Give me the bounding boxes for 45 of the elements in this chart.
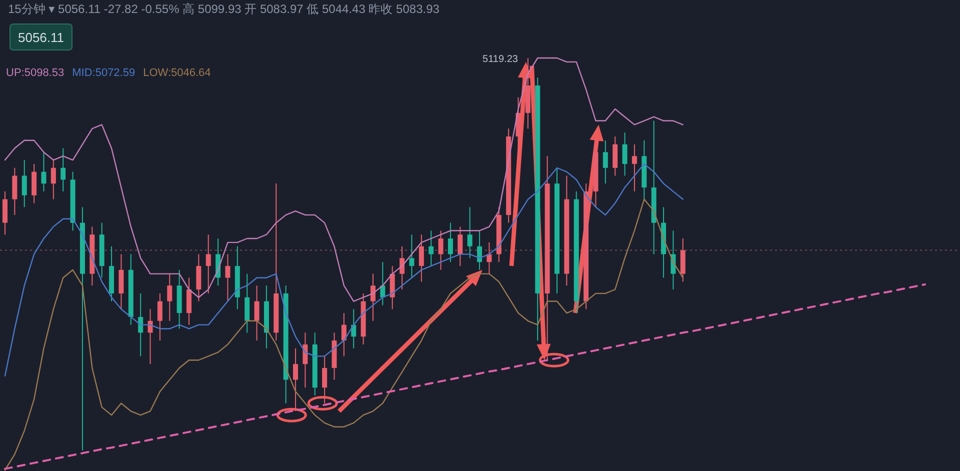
candlestick — [680, 238, 686, 282]
candlestick — [12, 167, 18, 216]
candlestick — [477, 230, 482, 270]
candlestick — [486, 242, 492, 274]
candlestick — [50, 160, 56, 200]
annotation: LOW:5046.64 — [143, 67, 211, 79]
candlestick — [418, 234, 424, 282]
candlestick — [60, 148, 66, 192]
candlestick — [22, 160, 27, 208]
candlestick — [467, 206, 472, 259]
candlestick — [118, 254, 124, 310]
chart-title: 15分钟 ▾ 5056.11 -27.82 -0.55% 高 5099.93 开 5083.97 低 5044.43 昨收 5083.93 — [8, 2, 440, 16]
candlestick — [2, 190, 8, 236]
candlestick — [293, 348, 298, 412]
annotation: MID:5072.59 — [72, 67, 136, 79]
candlestick — [438, 230, 444, 270]
candlestick — [167, 273, 172, 322]
candlestick — [370, 273, 376, 322]
candlestick — [206, 234, 211, 294]
candlestick — [622, 132, 628, 176]
candlestick — [458, 226, 463, 266]
candlestick — [244, 273, 250, 334]
candlestick — [322, 356, 328, 404]
candlestick — [157, 292, 162, 342]
candlestick — [612, 136, 618, 176]
candlestick — [602, 140, 608, 184]
candlestick — [32, 163, 37, 204]
candlestick — [409, 234, 414, 278]
candlestick — [428, 230, 434, 266]
annotation: UP:5098.53 — [6, 67, 64, 79]
candlestick — [448, 222, 453, 263]
candlestick — [390, 265, 395, 310]
candlestick — [254, 285, 260, 342]
annotation: 5119.23 — [482, 54, 518, 65]
candlestick — [380, 262, 386, 306]
candlestick — [516, 96, 521, 161]
candlestick — [41, 152, 46, 192]
candlestick — [225, 254, 230, 302]
candlestick — [632, 144, 637, 192]
candlestick — [341, 312, 346, 357]
candlestick — [196, 254, 202, 302]
candlestick — [186, 277, 192, 326]
candlestick — [400, 246, 405, 290]
text: 5056.11 — [18, 30, 64, 45]
candlestick — [302, 332, 308, 388]
